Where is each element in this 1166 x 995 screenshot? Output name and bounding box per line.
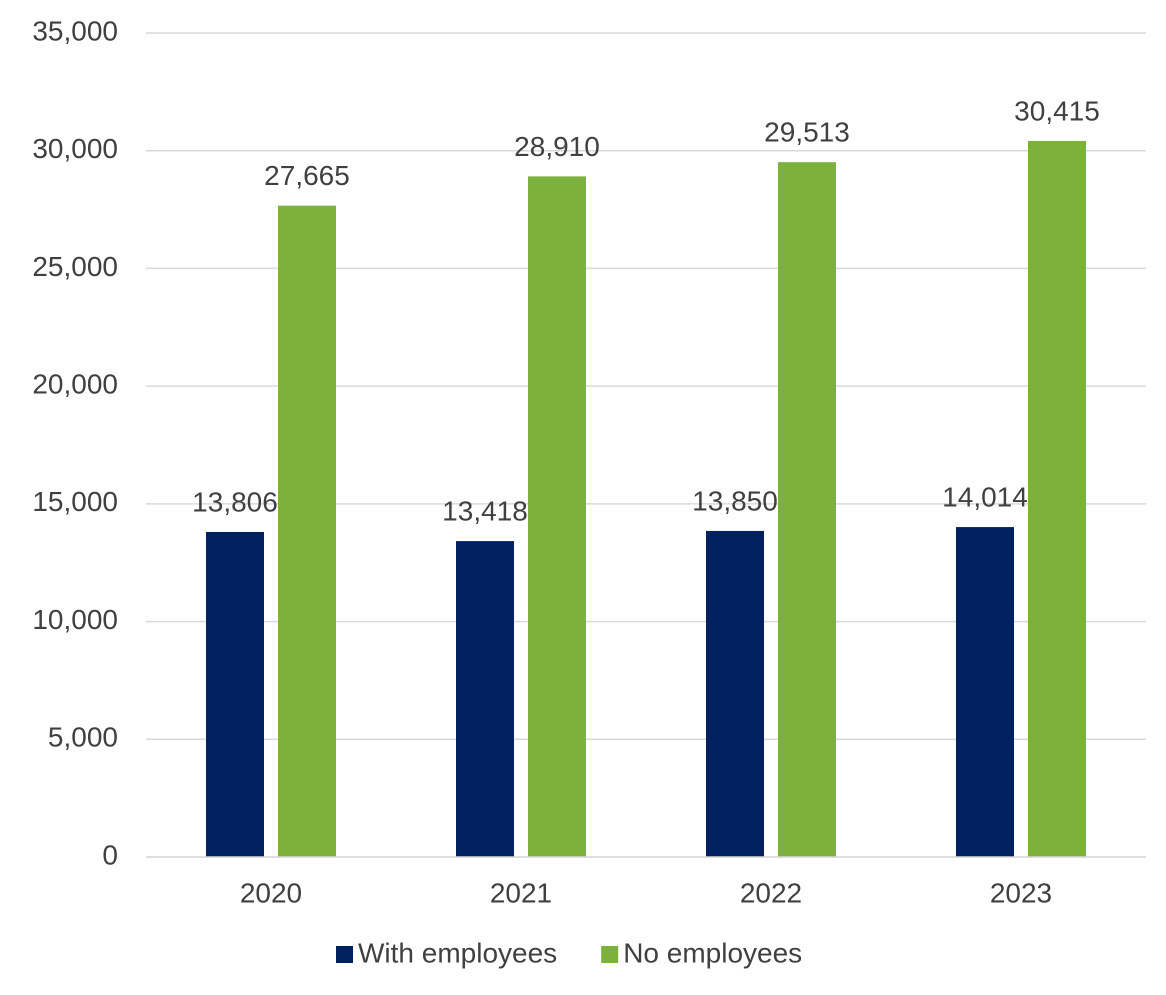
y-tick-label: 20,000 — [32, 369, 118, 400]
data-label: 30,415 — [1014, 95, 1100, 126]
bar — [956, 527, 1014, 857]
x-tick-label: 2023 — [990, 877, 1052, 908]
bar — [278, 205, 336, 857]
y-tick-label: 10,000 — [32, 604, 118, 635]
data-label: 28,910 — [514, 131, 600, 162]
data-label: 13,418 — [442, 495, 528, 526]
y-tick-label: 25,000 — [32, 251, 118, 282]
data-label: 27,665 — [264, 160, 350, 191]
legend-label: No employees — [623, 937, 802, 968]
bar — [206, 531, 264, 857]
legend-swatch — [336, 946, 353, 963]
y-tick-label: 15,000 — [32, 486, 118, 517]
data-label: 29,513 — [764, 117, 850, 148]
bar — [1028, 140, 1086, 858]
data-label: 14,014 — [942, 481, 1028, 512]
legend-label: With employees — [358, 937, 557, 968]
y-tick-label: 35,000 — [32, 15, 118, 46]
bar — [528, 176, 586, 858]
data-label: 13,806 — [192, 486, 278, 517]
x-tick-label: 2021 — [490, 877, 552, 908]
y-tick-label: 30,000 — [32, 133, 118, 164]
data-label: 13,850 — [692, 485, 778, 516]
y-tick-label: 0 — [102, 839, 118, 870]
bar — [706, 530, 764, 857]
x-tick-label: 2022 — [740, 877, 802, 908]
bar — [778, 162, 836, 857]
x-tick-label: 2020 — [240, 877, 302, 908]
y-tick-label: 5,000 — [48, 722, 118, 753]
bar — [456, 541, 514, 857]
legend-swatch — [601, 946, 619, 963]
